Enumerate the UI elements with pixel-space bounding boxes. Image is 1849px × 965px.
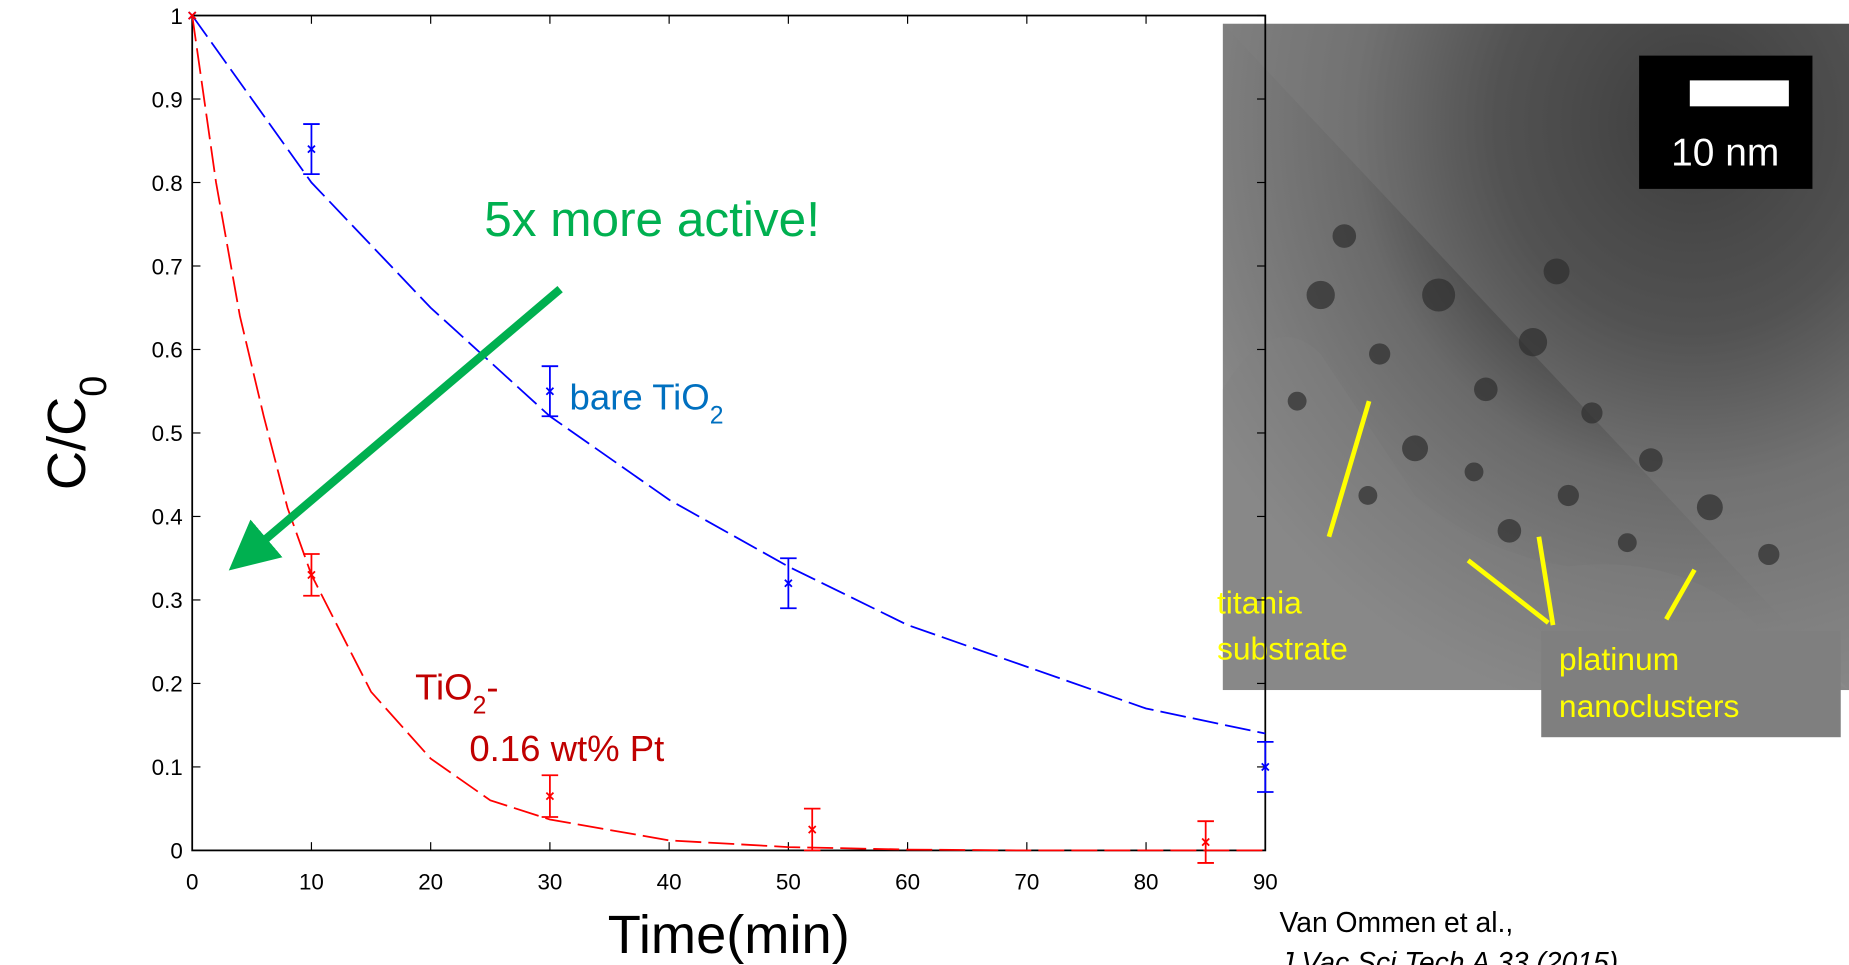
y-tick-label: 0.2 xyxy=(152,672,183,697)
tem-image: 10 nm titania substrate platinum nanoclu… xyxy=(1217,23,1849,738)
x-tick-label: 90 xyxy=(1253,869,1278,894)
titania-label: titania xyxy=(1217,584,1302,620)
citation: Van Ommen et al., xyxy=(1279,906,1513,938)
x-tick-label: 20 xyxy=(418,869,443,894)
y-axis-label: C/C0 xyxy=(37,376,114,490)
titania-label: substrate xyxy=(1217,630,1348,666)
y-tick-label: 0.3 xyxy=(152,588,183,613)
x-axis-label: Time(min) xyxy=(608,905,850,965)
fit-curve xyxy=(191,15,1266,735)
platinum-label: nanoclusters xyxy=(1559,688,1739,724)
y-tick-label: 0.9 xyxy=(152,87,183,112)
scale-bar-label: 10 nm xyxy=(1671,131,1779,174)
fit-curve xyxy=(191,15,1266,852)
series-label: TiO2- xyxy=(415,666,498,719)
series-label: bare TiO2 xyxy=(570,376,724,428)
x-tick-label: 40 xyxy=(657,869,682,894)
arrow xyxy=(228,285,563,571)
x-tick-label: 30 xyxy=(537,869,562,894)
y-tick-label: 0 xyxy=(170,839,182,864)
plot-frame xyxy=(191,14,1267,852)
y-tick-label: 0.4 xyxy=(152,505,183,530)
series-label-sub: 2 xyxy=(710,402,724,429)
citation: J Vac Sci Tech A 33 (2015) xyxy=(1278,946,1618,965)
data-point xyxy=(1261,762,1270,772)
y-axis-label-sub: 0 xyxy=(72,376,114,397)
y-tick-label: 0.5 xyxy=(152,421,183,446)
data-point xyxy=(188,11,197,20)
data-point xyxy=(1201,837,1210,847)
x-tick-label: 80 xyxy=(1134,869,1159,894)
annotation: 5x more active! xyxy=(484,192,820,247)
y-tick-label: 0.8 xyxy=(152,171,183,196)
platinum-label: platinum xyxy=(1559,641,1679,677)
y-axis-label-text: C/C xyxy=(37,397,97,490)
x-tick-label: 60 xyxy=(895,869,920,894)
series-label-sub: 2 xyxy=(473,692,487,719)
data-point xyxy=(784,579,793,588)
series-label-text: - xyxy=(486,666,498,707)
data-point xyxy=(307,570,316,580)
y-tick-label: 0.7 xyxy=(152,254,183,279)
x-tick-label: 70 xyxy=(1014,869,1039,894)
series-label-text: TiO xyxy=(415,666,473,707)
x-tick-label: 10 xyxy=(299,869,324,894)
x-tick-label: 50 xyxy=(776,869,801,894)
data-point xyxy=(545,791,555,801)
series-label-text: bare TiO xyxy=(570,376,710,417)
y-tick-label: 0.6 xyxy=(152,338,183,363)
plot: 0 10 20 30 40 50 60 70 80 9000.10.20.30.40.50.60.… xyxy=(37,4,1278,965)
series-label: 0.16 wt% Pt xyxy=(469,728,664,769)
data-point xyxy=(808,825,817,834)
data-point xyxy=(307,144,316,154)
y-tick-label: 0.1 xyxy=(152,755,183,780)
y-tick-label: 1 xyxy=(170,4,182,29)
x-tick-label: 0 xyxy=(186,869,198,894)
data-point xyxy=(545,387,555,396)
